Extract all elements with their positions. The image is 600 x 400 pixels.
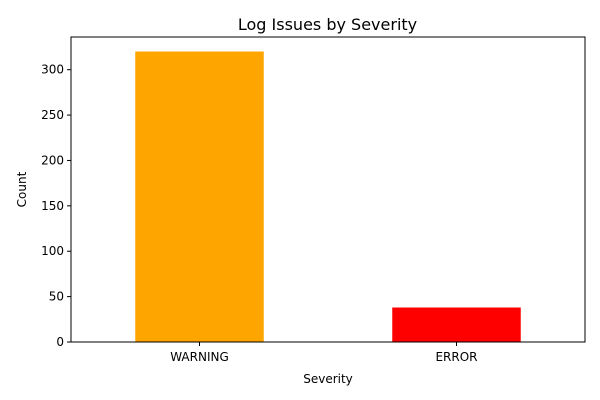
y-tick-label-300: 300 bbox=[41, 63, 64, 77]
y-tick-label-150: 150 bbox=[41, 199, 64, 213]
x-tick-label-error: ERROR bbox=[435, 350, 477, 364]
y-tick-label-100: 100 bbox=[41, 244, 64, 258]
plot-frame bbox=[70, 36, 586, 343]
x-axis-label: Severity bbox=[303, 372, 353, 386]
bars-layer bbox=[135, 51, 521, 343]
y-tick-label-50: 50 bbox=[49, 290, 64, 304]
bar-error bbox=[392, 307, 521, 342]
x-tick-label-warning: WARNING bbox=[170, 350, 229, 364]
y-axis-label: Count bbox=[15, 171, 29, 207]
x-axis-ticks: WARNING ERROR bbox=[170, 342, 478, 364]
bar-warning bbox=[135, 51, 264, 343]
y-tick-label-0: 0 bbox=[56, 335, 64, 349]
y-tick-label-200: 200 bbox=[41, 153, 64, 167]
y-axis-ticks: 0 50 100 150 200 250 300 bbox=[41, 63, 71, 349]
y-tick-label-250: 250 bbox=[41, 108, 64, 122]
chart-title: Log Issues by Severity bbox=[238, 15, 417, 34]
